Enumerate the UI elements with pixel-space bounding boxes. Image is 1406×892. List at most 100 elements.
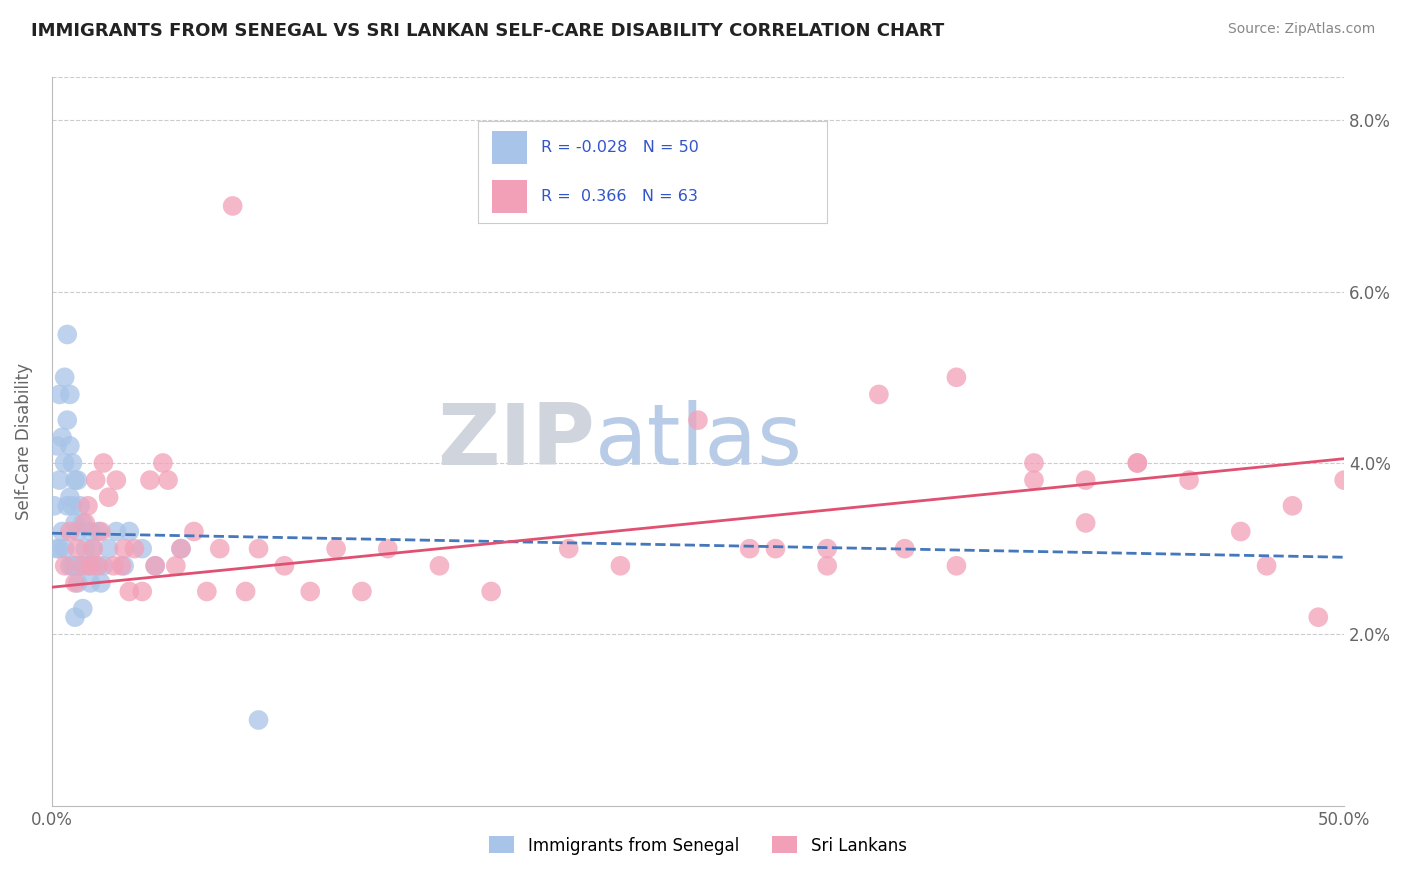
Text: Source: ZipAtlas.com: Source: ZipAtlas.com — [1227, 22, 1375, 37]
Point — [429, 558, 451, 573]
Point — [1074, 473, 1097, 487]
Point — [105, 524, 128, 539]
Point — [59, 524, 82, 539]
Point — [77, 558, 100, 573]
Point — [893, 541, 915, 556]
Point — [63, 473, 86, 487]
Point — [62, 558, 84, 573]
Point — [131, 541, 153, 556]
Point — [157, 473, 180, 487]
Point — [110, 558, 132, 573]
Point — [221, 199, 243, 213]
Point — [72, 516, 94, 530]
Point — [62, 499, 84, 513]
Point — [765, 541, 787, 556]
Point — [945, 370, 967, 384]
Point — [1126, 456, 1149, 470]
Point — [84, 473, 107, 487]
Point — [56, 499, 79, 513]
Text: IMMIGRANTS FROM SENEGAL VS SRI LANKAN SELF-CARE DISABILITY CORRELATION CHART: IMMIGRANTS FROM SENEGAL VS SRI LANKAN SE… — [31, 22, 945, 40]
Point — [90, 524, 112, 539]
Point — [69, 499, 91, 513]
Point — [1333, 473, 1355, 487]
Point — [1022, 473, 1045, 487]
Point — [66, 576, 89, 591]
Point — [112, 541, 135, 556]
Point — [609, 558, 631, 573]
Point — [815, 558, 838, 573]
Point — [139, 473, 162, 487]
Point — [59, 558, 82, 573]
Point — [195, 584, 218, 599]
Point — [165, 558, 187, 573]
Point — [82, 541, 104, 556]
Point — [72, 558, 94, 573]
Point — [62, 456, 84, 470]
Point — [72, 558, 94, 573]
Point — [84, 558, 107, 573]
Point — [299, 584, 322, 599]
Legend: Immigrants from Senegal, Sri Lankans: Immigrants from Senegal, Sri Lankans — [481, 828, 915, 863]
Point — [51, 524, 73, 539]
Point — [77, 499, 100, 513]
Point — [48, 541, 70, 556]
Point — [1074, 516, 1097, 530]
Point — [1256, 558, 1278, 573]
Point — [93, 456, 115, 470]
Point — [48, 387, 70, 401]
Point — [59, 387, 82, 401]
Point — [325, 541, 347, 556]
Point — [208, 541, 231, 556]
Point — [51, 430, 73, 444]
Point — [1022, 456, 1045, 470]
Point — [87, 524, 110, 539]
Point — [112, 558, 135, 573]
Point — [63, 610, 86, 624]
Text: atlas: atlas — [595, 400, 803, 483]
Point — [90, 576, 112, 591]
Point — [557, 541, 579, 556]
Point — [738, 541, 761, 556]
Point — [72, 601, 94, 615]
Point — [53, 456, 76, 470]
Point — [66, 524, 89, 539]
Point — [1308, 610, 1330, 624]
Point — [66, 541, 89, 556]
Point — [53, 558, 76, 573]
Point — [45, 439, 67, 453]
Point — [56, 327, 79, 342]
Point — [97, 541, 120, 556]
Point — [350, 584, 373, 599]
Point — [93, 558, 115, 573]
Point — [53, 541, 76, 556]
Point — [79, 524, 101, 539]
Point — [79, 558, 101, 573]
Point — [1126, 456, 1149, 470]
Point — [44, 499, 66, 513]
Point — [48, 473, 70, 487]
Point — [183, 524, 205, 539]
Point — [87, 558, 110, 573]
Point — [56, 413, 79, 427]
Point — [273, 558, 295, 573]
Point — [45, 541, 67, 556]
Point — [815, 541, 838, 556]
Point — [118, 584, 141, 599]
Point — [170, 541, 193, 556]
Text: ZIP: ZIP — [437, 400, 595, 483]
Point — [1281, 499, 1303, 513]
Point — [143, 558, 166, 573]
Point — [63, 516, 86, 530]
Point — [118, 524, 141, 539]
Point — [66, 473, 89, 487]
Point — [377, 541, 399, 556]
Point — [143, 558, 166, 573]
Point — [59, 439, 82, 453]
Point — [59, 490, 82, 504]
Point — [103, 558, 125, 573]
Point — [69, 558, 91, 573]
Point — [686, 413, 709, 427]
Point — [235, 584, 257, 599]
Point — [479, 584, 502, 599]
Point — [53, 370, 76, 384]
